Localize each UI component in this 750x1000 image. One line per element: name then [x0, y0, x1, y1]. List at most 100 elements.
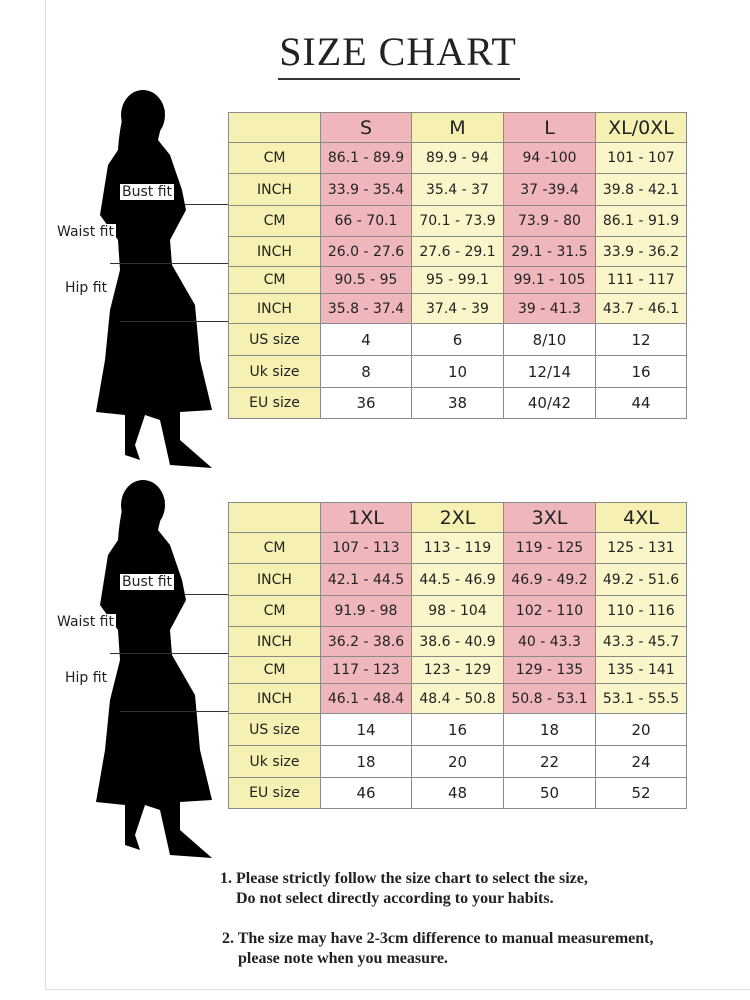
size-value: 36.2 - 38.6 — [320, 626, 412, 657]
silhouette — [96, 90, 212, 468]
size-value: 53.1 - 55.5 — [595, 683, 687, 714]
size-value: 37 -39.4 — [503, 173, 596, 206]
note-line: Do not select directly according to your… — [236, 890, 554, 907]
size-value: 119 - 125 — [503, 532, 596, 564]
row-label: INCH — [228, 683, 321, 714]
note-line: 2. The size may have 2-3cm difference to… — [222, 930, 654, 947]
fit-line — [110, 263, 228, 264]
size-value: 18 — [503, 713, 596, 746]
size-value: 86.1 - 89.9 — [320, 142, 412, 174]
size-value: 39 - 41.3 — [503, 293, 596, 324]
size-value: 8/10 — [503, 323, 596, 356]
frame — [45, 0, 750, 990]
size-value: 44.5 - 46.9 — [411, 563, 504, 596]
size-value: 46.9 - 49.2 — [503, 563, 596, 596]
size-value: 110 - 116 — [595, 595, 687, 627]
size-value: 98 - 104 — [411, 595, 504, 627]
size-value: 90.5 - 95 — [320, 266, 412, 294]
fit-label: Waist fit — [55, 224, 116, 240]
size-value: 27.6 - 29.1 — [411, 236, 504, 267]
header-blank — [228, 112, 321, 143]
row-label: INCH — [228, 293, 321, 324]
size-value: 33.9 - 36.2 — [595, 236, 687, 267]
size-value: 6 — [411, 323, 504, 356]
fit-label: Hip fit — [63, 280, 110, 296]
row-label: US size — [228, 323, 321, 356]
size-value: 117 - 123 — [320, 656, 412, 684]
size-header: 1XL — [320, 502, 412, 533]
size-value: 10 — [411, 355, 504, 388]
size-value: 16 — [595, 355, 687, 388]
note-line: please note when you measure. — [238, 950, 448, 967]
silhouette — [96, 480, 212, 858]
size-header: 2XL — [411, 502, 504, 533]
size-header: XL/0XL — [595, 112, 687, 143]
size-value: 43.3 - 45.7 — [595, 626, 687, 657]
size-value: 40/42 — [503, 387, 596, 419]
size-value: 12 — [595, 323, 687, 356]
title: SIZE CHART — [279, 29, 517, 74]
size-value: 125 - 131 — [595, 532, 687, 564]
row-label: INCH — [228, 236, 321, 267]
size-value: 123 - 129 — [411, 656, 504, 684]
fit-line — [185, 204, 228, 205]
size-value: 43.7 - 46.1 — [595, 293, 687, 324]
row-label: EU size — [228, 777, 321, 809]
size-value: 48.4 - 50.8 — [411, 683, 504, 714]
size-value: 42.1 - 44.5 — [320, 563, 412, 596]
size-value: 102 - 110 — [503, 595, 596, 627]
size-value: 22 — [503, 745, 596, 778]
row-label: Uk size — [228, 355, 321, 388]
fit-line — [120, 711, 228, 712]
size-header: L — [503, 112, 596, 143]
size-value: 49.2 - 51.6 — [595, 563, 687, 596]
size-value: 50.8 - 53.1 — [503, 683, 596, 714]
fit-line — [185, 594, 228, 595]
size-value: 40 - 43.3 — [503, 626, 596, 657]
fit-label: Bust fit — [120, 574, 175, 590]
size-value: 101 - 107 — [595, 142, 687, 174]
size-value: 46 — [320, 777, 412, 809]
size-value: 95 - 99.1 — [411, 266, 504, 294]
size-value: 18 — [320, 745, 412, 778]
size-value: 113 - 119 — [411, 532, 504, 564]
size-value: 4 — [320, 323, 412, 356]
row-label: CM — [228, 205, 321, 237]
fit-label: Bust fit — [120, 184, 175, 200]
row-label: INCH — [228, 626, 321, 657]
size-value: 135 - 141 — [595, 656, 687, 684]
size-value: 52 — [595, 777, 687, 809]
row-label: CM — [228, 532, 321, 564]
size-value: 38 — [411, 387, 504, 419]
size-value: 66 - 70.1 — [320, 205, 412, 237]
size-value: 46.1 - 48.4 — [320, 683, 412, 714]
size-value: 86.1 - 91.9 — [595, 205, 687, 237]
size-value: 99.1 - 105 — [503, 266, 596, 294]
size-value: 33.9 - 35.4 — [320, 173, 412, 206]
row-label: CM — [228, 266, 321, 294]
size-header: 4XL — [595, 502, 687, 533]
row-label: INCH — [228, 563, 321, 596]
row-label: EU size — [228, 387, 321, 419]
size-value: 36 — [320, 387, 412, 419]
size-value: 16 — [411, 713, 504, 746]
row-label: CM — [228, 142, 321, 174]
size-value: 35.8 - 37.4 — [320, 293, 412, 324]
size-value: 94 -100 — [503, 142, 596, 174]
size-value: 8 — [320, 355, 412, 388]
size-value: 38.6 - 40.9 — [411, 626, 504, 657]
row-label: Uk size — [228, 745, 321, 778]
size-value: 129 - 135 — [503, 656, 596, 684]
size-value: 44 — [595, 387, 687, 419]
size-header: M — [411, 112, 504, 143]
size-value: 107 - 113 — [320, 532, 412, 564]
fit-line — [110, 653, 228, 654]
size-value: 50 — [503, 777, 596, 809]
title-rule — [278, 78, 520, 80]
fit-label: Waist fit — [55, 614, 116, 630]
size-value: 111 - 117 — [595, 266, 687, 294]
size-value: 91.9 - 98 — [320, 595, 412, 627]
size-value: 89.9 - 94 — [411, 142, 504, 174]
row-label: CM — [228, 595, 321, 627]
